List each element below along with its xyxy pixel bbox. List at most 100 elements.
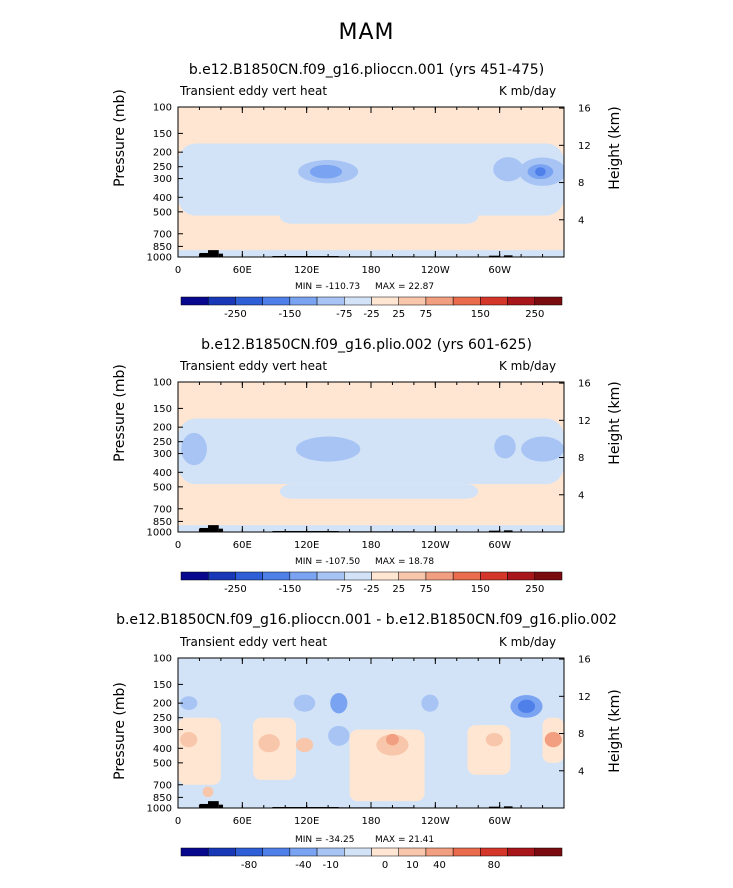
panel-3-min: MIN = -34.25 [295, 835, 355, 845]
panel-1-land-0 [199, 252, 209, 257]
panel-3-lontick-label-1: 60E [233, 816, 252, 827]
panel-3-feature-4 [293, 694, 316, 712]
panel-1-colorbar-bin-13 [534, 296, 563, 306]
panel-2-ptick-label-3: 250 [153, 437, 172, 448]
panel-1-land-1 [208, 250, 219, 257]
panel-2-feature-2 [494, 434, 516, 459]
panel-2-ptick-label-5: 400 [153, 468, 172, 479]
panel-2-field-negative-lobe [279, 484, 479, 499]
panel-2-colorbar-label-5: 75 [420, 584, 433, 595]
panel-1-ptick-label-9: 1000 [147, 253, 172, 264]
panel-3-feature-14 [544, 732, 562, 748]
panel-2-htick-label-0: 16 [578, 379, 591, 390]
panel-1-ptick-label-3: 250 [153, 162, 172, 173]
panel-3-max: MAX = 21.41 [375, 835, 435, 845]
panel-3-ptick-label-0: 100 [153, 654, 172, 665]
panel-2-colorbar-label-1: -150 [279, 584, 302, 595]
panel-3-field-positive-3 [467, 725, 511, 775]
panel-2-feature-1 [295, 436, 361, 462]
panel-1-land-6 [503, 255, 513, 257]
panel-2-min: MIN = -107.50 [295, 557, 361, 567]
panel-3-colorbar-bin-1 [207, 847, 236, 857]
panel-2-max: MAX = 18.78 [375, 557, 435, 567]
panel-2-ptick-label-1: 150 [153, 404, 172, 415]
panel-1-htick-label-2: 8 [578, 178, 584, 189]
panel-3-colorbar-label-4: 10 [406, 860, 419, 871]
panel-2-land-6 [503, 530, 513, 532]
panel-3-ptick-label-5: 400 [153, 744, 172, 755]
panel-1-htick-label-0: 16 [578, 104, 591, 115]
panel-3-colorbar-bin-6 [344, 847, 372, 857]
panel-1-feature-4 [493, 157, 524, 182]
panel-3-htick-label-0: 16 [578, 655, 591, 666]
panel-1-colorbar-label-0: -250 [224, 309, 247, 320]
panel-2-feature-3 [521, 436, 564, 462]
panel-1-colorbar-label-2: -75 [336, 309, 352, 320]
panel-3-feature-5 [295, 737, 314, 753]
panel-2-left-label: Transient eddy vert heat [180, 359, 328, 373]
panel-2-ptick-label-9: 1000 [147, 528, 172, 539]
panel-1-lontick-label-5: 60W [488, 265, 511, 276]
panel-1-feature-7 [535, 167, 546, 177]
panel-3-ptick-label-8: 850 [153, 793, 172, 804]
panel-3-colorbar-bin-9 [425, 847, 454, 857]
panel-1-lontick-label-0: 0 [175, 265, 181, 276]
panel-2-htick-label-1: 12 [578, 416, 591, 427]
panel-3-colorbar-bin-0 [180, 847, 209, 857]
panel-3-ptick-label-1: 150 [153, 680, 172, 691]
panel-2-title: b.e12.B1850CN.f09_g16.plio.002 (yrs 601-… [201, 337, 532, 353]
panel-3-colorbar-label-2: -10 [323, 860, 339, 871]
panel-3-ptick-label-3: 250 [153, 713, 172, 724]
panel-3-left-label: Transient eddy vert heat [180, 635, 328, 649]
panel-3-colorbar-label-0: -80 [241, 860, 257, 871]
panel-3-colorbar-label-1: -40 [295, 860, 311, 871]
panel-2-lontick-label-0: 0 [175, 540, 181, 551]
panel-3-colorbar-bin-2 [235, 847, 263, 857]
panel-1-colorbar-label-4: 25 [392, 309, 405, 320]
panel-2-right-label: K mb/day [499, 359, 557, 373]
panel-1-htick-label-1: 12 [578, 141, 591, 152]
panel-2-lontick-label-3: 180 [361, 540, 380, 551]
panel-3-colorbar-bin-11 [480, 847, 508, 857]
panel-3-land-6 [503, 806, 513, 808]
panel-1-max: MAX = 22.87 [375, 282, 435, 292]
panel-1-lontick-label-2: 120E [294, 265, 319, 276]
panel-3-htick-label-2: 8 [578, 729, 584, 740]
panel-2-ptick-label-6: 500 [153, 482, 172, 493]
panel-2-lontick-label-4: 120W [421, 540, 450, 551]
panel-2-colorbar-label-0: -250 [224, 584, 247, 595]
panel-3-land-5 [488, 806, 500, 808]
panel-3-colorbar-label-6: 80 [488, 860, 501, 871]
panel-1-feature-3 [309, 164, 343, 179]
panel-3-htick-label-1: 12 [578, 692, 591, 703]
panel-2-land-0 [199, 527, 209, 532]
panel-3-lontick-label-5: 60W [488, 816, 511, 827]
panel-1-lontick-label-4: 120W [421, 265, 450, 276]
panel-3-colorbar-bin-8 [398, 847, 427, 857]
panel-3-ptick-label-9: 1000 [147, 804, 172, 815]
panel-3-colorbar-bin-13 [534, 847, 563, 857]
panel-3-ptick-label-2: 200 [153, 699, 172, 710]
panel-1-colorbar-label-5: 75 [420, 309, 433, 320]
panel-2-plot-area [178, 382, 564, 532]
panel-3-feature-3 [258, 734, 280, 753]
panel-3-colorbar-bin-4 [289, 847, 318, 857]
panel-3-land-1 [208, 801, 219, 808]
panel-2-colorbar-label-6: 150 [471, 584, 490, 595]
panel-3-title: b.e12.B1850CN.f09_g16.plioccn.001 - b.e1… [116, 612, 617, 628]
panel-2-colorbar-label-4: 25 [392, 584, 405, 595]
panel-1-colorbar-label-3: -25 [363, 309, 379, 320]
panel-3-colorbar-bin-12 [507, 847, 536, 857]
panel-3-field-positive-0 [178, 717, 221, 785]
panel-3-plot-area [178, 658, 564, 808]
panel-1-field-negative-lobe [279, 209, 479, 224]
panel-2-feature-0 [181, 432, 207, 466]
panel-1-land-5 [488, 255, 500, 257]
panel-1-htick-label-3: 4 [578, 215, 584, 226]
panel-1-left-label: Transient eddy vert heat [180, 84, 328, 98]
panel-1-ptick-label-5: 400 [153, 193, 172, 204]
panel-2-ptick-label-4: 300 [153, 449, 172, 460]
panel-3-colorbar-label-5: 40 [433, 860, 446, 871]
